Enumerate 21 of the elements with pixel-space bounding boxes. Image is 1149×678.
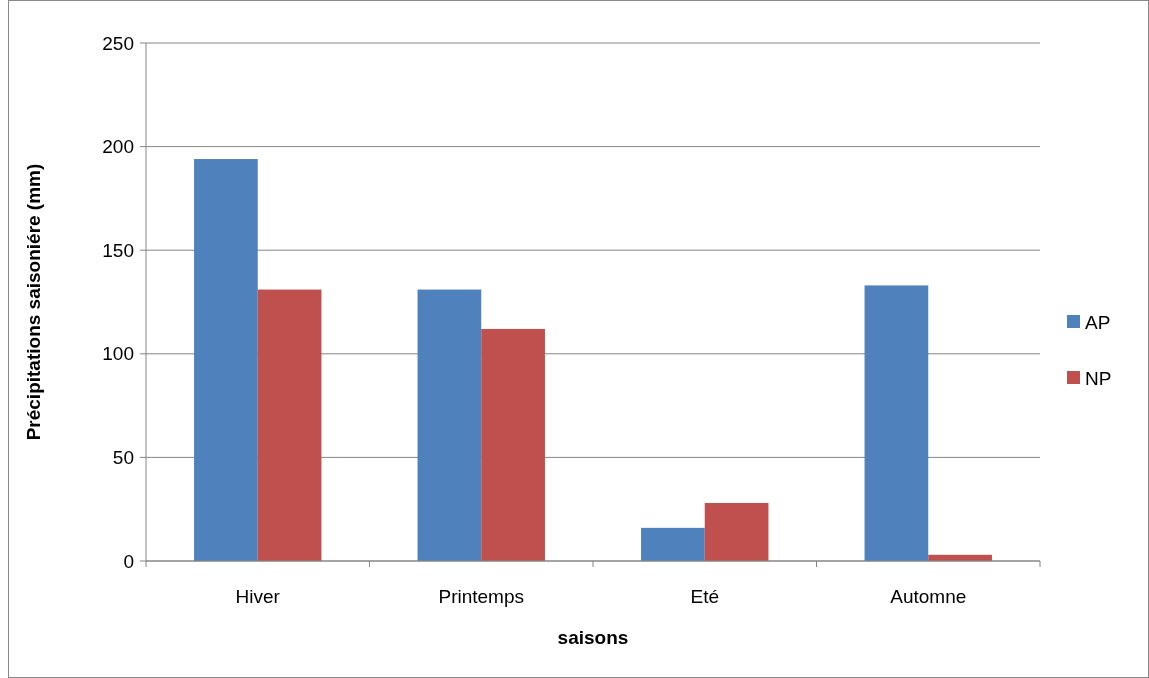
bar <box>194 159 258 561</box>
bar <box>481 328 545 561</box>
y-tick-label: 200 <box>102 136 134 158</box>
bar <box>704 502 769 561</box>
bar <box>417 289 482 561</box>
y-tick-label: 250 <box>102 32 134 54</box>
x-axis-title: saisons <box>557 627 629 648</box>
x-tick-label: Printemps <box>438 586 525 607</box>
legend-label: AP <box>1085 311 1111 333</box>
bar <box>641 527 705 561</box>
y-tick-label: 100 <box>102 343 134 365</box>
bar <box>257 289 322 561</box>
y-axis-title: Précipitations saisoniére (mm) <box>23 163 44 441</box>
x-tick-label: Automne <box>890 586 967 607</box>
x-tick-label: Hiver <box>235 586 281 607</box>
y-tick-label: 0 <box>123 550 134 572</box>
legend-label: NP <box>1085 367 1112 389</box>
y-tick-label: 150 <box>102 239 134 261</box>
x-tick-label: Eté <box>690 586 720 607</box>
y-tick-label: 50 <box>112 447 134 469</box>
bar <box>864 285 929 561</box>
